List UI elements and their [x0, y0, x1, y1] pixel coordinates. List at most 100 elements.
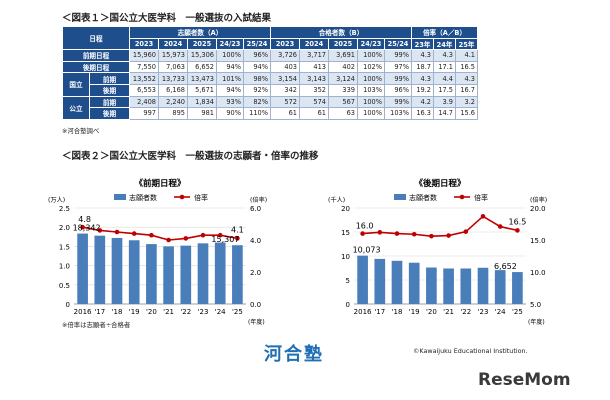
x-tick-label: '19	[409, 308, 420, 316]
table-cell: 99%	[384, 95, 412, 109]
bar	[512, 272, 523, 304]
table-row: 後期日程 7,550 7,063 6,652 94% 94% 403 413 402 102% 97…	[62, 60, 478, 74]
subheader-5: 2023	[270, 37, 300, 51]
table-cell: 13,552	[129, 72, 159, 85]
table-cell: 413	[299, 60, 329, 74]
resemom-watermark: ReseMom	[478, 370, 571, 390]
bar	[443, 268, 454, 304]
table-cell: 5,671	[187, 83, 217, 97]
x-tick-label: 2016	[354, 308, 372, 316]
table-cell: 1,834	[187, 95, 217, 109]
y2-tick-label: 15.0	[530, 237, 546, 245]
x-tick-label: '21	[443, 308, 454, 316]
bar	[146, 244, 157, 304]
chart-note: ※倍率は志願者÷合格者	[62, 321, 131, 329]
y-axis-label: (千人)	[328, 196, 345, 204]
y-tick-label: 20	[341, 205, 350, 213]
table-cell: 981	[187, 107, 217, 120]
table-cell: 2,408	[129, 95, 159, 109]
row-sub-label: 前期	[89, 72, 130, 85]
ratio-point	[463, 229, 469, 234]
x-tick-label: '23	[478, 308, 489, 316]
table-cell: 103%	[384, 107, 412, 120]
chart-zenki: 《前期日程》 (万人) (倍率) 0 0.5 1.0 1.5 2.0 2.5 0.0 2.0 4.0 6…	[48, 178, 267, 326]
x-axis-label: (年度)	[528, 318, 545, 326]
table-cell: 92%	[243, 83, 271, 97]
table-cell: 90%	[216, 107, 244, 120]
table-cell: 96%	[384, 83, 412, 97]
ratio-point	[480, 214, 486, 219]
table-cell: 96%	[243, 49, 271, 62]
table-cell: 99%	[384, 72, 412, 85]
table-cell: 3,154	[270, 72, 300, 85]
table-cell: 7,550	[129, 60, 159, 74]
y-tick-label: 2.5	[59, 205, 70, 213]
table-cell: 4.3	[411, 49, 434, 62]
table-cell: 3.2	[455, 95, 478, 109]
subheader-7: 2025	[328, 37, 358, 51]
y-tick-label: 1.0	[59, 263, 70, 271]
table-cell: 6,553	[129, 83, 159, 97]
y-axis-label: (万人)	[48, 197, 65, 204]
legend-bar-swatch	[114, 194, 126, 200]
table-header-row-1: 日程 志願者数（A） 合格者数（B） 倍率（A／B）	[62, 25, 478, 51]
chart-kouki: 《後期日程》 (千人) (倍率) 0 5 10 15 20 5.0 10.0 15.0 20.0 201…	[328, 178, 547, 326]
line-last-label: 16.5	[508, 217, 526, 226]
x-tick-label: '20	[146, 308, 157, 316]
table-cell: 2,240	[158, 95, 188, 109]
bar	[374, 258, 386, 304]
table-cell: 4.2	[411, 95, 434, 109]
table-cell: 61	[299, 107, 329, 120]
y-tick-label: 5	[346, 277, 350, 285]
x-tick-label: '21	[163, 308, 174, 316]
legend-bar-label: 志願者数	[409, 193, 437, 202]
legend-bar-swatch	[394, 194, 406, 200]
bar	[163, 246, 174, 304]
legend-bar-label: 志願者数	[129, 193, 157, 202]
ratio-point	[183, 236, 189, 241]
ratio-point	[377, 230, 383, 235]
y2-axis-label: (倍率)	[250, 196, 267, 204]
line-last-label: 4.1	[231, 225, 244, 234]
table-cell: 895	[158, 107, 188, 120]
ratio-point	[394, 231, 400, 236]
bar	[408, 262, 420, 304]
row-label: 後期日程	[62, 60, 130, 74]
ratio-point	[411, 231, 417, 237]
x-tick-label: 2016	[74, 308, 92, 316]
bar-last-label: 15,307	[211, 235, 239, 244]
subheader-6: 2024	[299, 37, 329, 51]
y-tick-label: 15	[341, 229, 350, 237]
y-tick-label: 0	[346, 301, 350, 309]
x-tick-label: '18	[392, 308, 403, 316]
bar	[128, 240, 140, 304]
table-cell: 97%	[384, 60, 412, 74]
legend-line-label: 倍率	[474, 193, 488, 202]
header-applicants: 志願者数（A）	[129, 26, 271, 39]
bar	[477, 267, 489, 304]
ratio-point	[131, 231, 137, 236]
subheader-10: 23年	[411, 37, 434, 51]
table-cell: 63	[328, 107, 358, 120]
table-cell: 3,124	[328, 72, 358, 85]
ratio-line	[82, 226, 238, 241]
x-tick-label: '24	[215, 308, 226, 316]
table-cell: 19.2	[411, 83, 434, 97]
table1-title: ＜図表１＞国公立大医学科 一般選抜の入試結果	[62, 13, 272, 24]
table-cell: 94%	[216, 60, 244, 74]
subheader-2: 2025	[187, 37, 217, 51]
bar	[180, 245, 192, 304]
table-cell: 567	[328, 95, 358, 109]
table-cell: 339	[328, 83, 358, 97]
x-tick-label: '17	[374, 308, 385, 316]
y-tick-label: 2.0	[59, 224, 70, 232]
table-cell: 3,691	[328, 49, 358, 62]
table-cell: 4.4	[433, 72, 456, 85]
table-cell: 3,726	[270, 49, 300, 62]
x-tick-label: '23	[198, 308, 209, 316]
y2-tick-label: 0.0	[250, 301, 261, 309]
x-tick-label: '24	[495, 308, 506, 316]
bar	[197, 243, 209, 304]
table-cell: 94%	[243, 60, 271, 74]
bar	[357, 255, 368, 304]
